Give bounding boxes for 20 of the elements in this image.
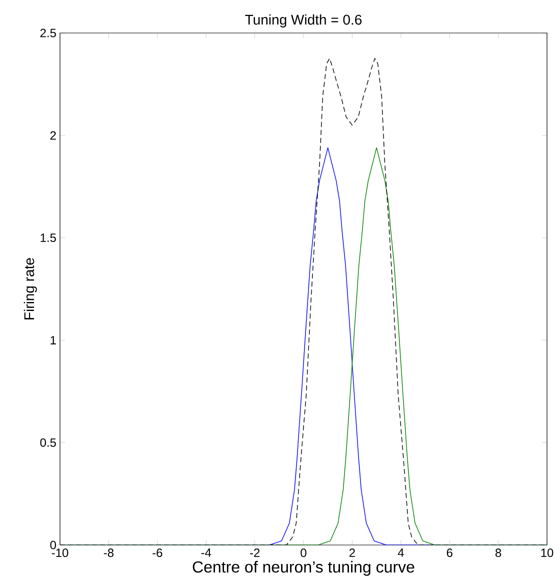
x-tick-label: 0 <box>300 548 306 558</box>
y-tick-label: 2.5 <box>40 28 56 38</box>
x-axis-title: Centre of neuron’s tuning curve <box>192 560 414 576</box>
x-tick-label: -10 <box>52 548 68 558</box>
chart-title: Tuning Width = 0.6 <box>245 14 362 28</box>
y-axis-title: Firing rate <box>24 258 37 320</box>
x-tick-label: 10 <box>541 548 554 558</box>
x-tick-label: -2 <box>250 548 260 557</box>
x-tick-label: 6 <box>446 548 452 558</box>
x-tick-label: -6 <box>152 548 162 558</box>
y-tick-label: 0.5 <box>40 438 56 447</box>
y-tick-label: 1.5 <box>40 234 56 242</box>
x-tick-label: 4 <box>398 548 404 557</box>
x-tick-label: -4 <box>201 548 212 557</box>
x-tick-label: -8 <box>104 548 114 558</box>
y-tick-label: 1 <box>50 336 56 344</box>
x-tick-label: 2 <box>349 548 355 557</box>
x-tick-label: 8 <box>495 548 502 558</box>
y-tick-label: 0 <box>50 540 56 550</box>
y-tick-label: 2 <box>50 131 56 140</box>
